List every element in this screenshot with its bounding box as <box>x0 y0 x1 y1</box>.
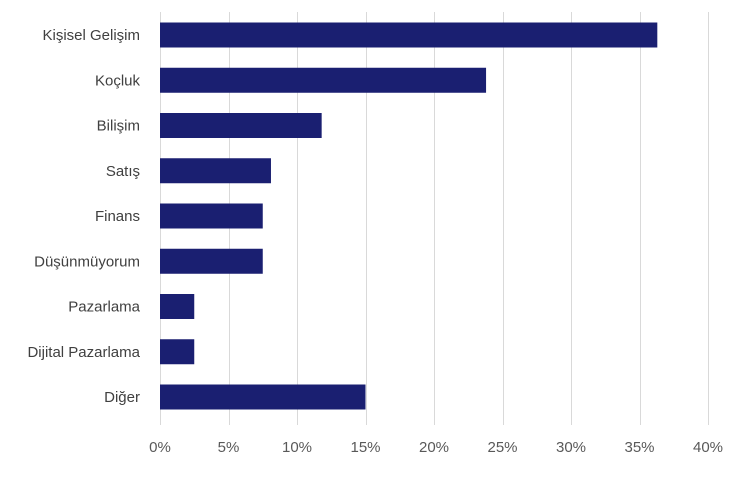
bar-7 <box>160 294 195 319</box>
x-tick-label: 5% <box>218 439 240 456</box>
x-tick-label: 20% <box>419 439 449 456</box>
x-tick-label: 30% <box>556 439 586 456</box>
bar-2 <box>160 67 487 93</box>
bar-9 <box>160 384 366 410</box>
x-tick-label: 35% <box>624 439 654 456</box>
bar-3 <box>160 113 322 138</box>
x-tick-label: 25% <box>487 439 517 456</box>
x-tick-label: 15% <box>350 439 380 456</box>
bar-4 <box>160 158 271 184</box>
category-labels: Kişisel Gelişim Koçluk Bilişim Satış Finans D… <box>27 27 140 406</box>
category-label: Diğer <box>104 389 140 406</box>
bar-5 <box>160 203 263 229</box>
category-label: Kişisel Gelişim <box>42 27 140 44</box>
category-label: Finans <box>95 208 140 225</box>
bar-8 <box>160 339 195 365</box>
category-label: Bilişim <box>97 118 140 135</box>
bar-6 <box>160 248 263 274</box>
category-label: Satış <box>106 163 140 180</box>
category-label: Düşünmüyorum <box>34 253 140 270</box>
bar-1 <box>160 22 658 48</box>
x-tick-label: 40% <box>693 439 723 456</box>
category-label: Pazarlama <box>68 299 140 316</box>
bars <box>160 22 658 410</box>
x-tick-label: 10% <box>282 439 312 456</box>
x-tick-label: 0% <box>149 439 171 456</box>
category-label: Dijital Pazarlama <box>27 344 140 361</box>
x-tick-labels: 0% 5% 10% 15% 20% 25% 30% 35% 40% <box>149 439 723 456</box>
category-label: Koçluk <box>95 72 141 89</box>
